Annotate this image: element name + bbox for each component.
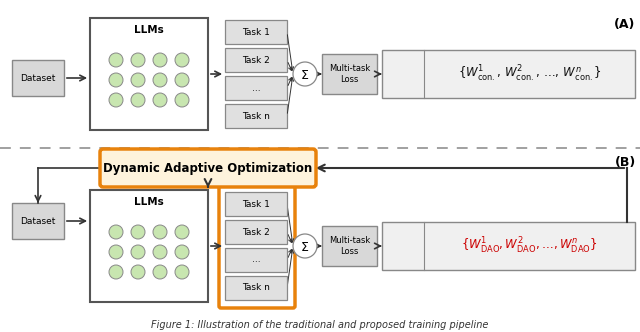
Circle shape <box>175 53 189 67</box>
Text: LLMs: LLMs <box>134 25 164 35</box>
Bar <box>225 48 287 72</box>
Bar <box>382 50 635 98</box>
Circle shape <box>131 245 145 259</box>
Text: $\{W^1_{\mathrm{con.}},\,W^2_{\mathrm{con.}},\,\ldots,\,W^n_{\mathrm{con.}}\}$: $\{W^1_{\mathrm{con.}},\,W^2_{\mathrm{co… <box>458 64 602 84</box>
FancyBboxPatch shape <box>100 149 316 187</box>
Text: $\Sigma$: $\Sigma$ <box>300 240 310 254</box>
Circle shape <box>153 93 167 107</box>
Circle shape <box>153 225 167 239</box>
Bar <box>225 220 287 244</box>
Bar <box>90 190 208 302</box>
Text: Multi-task
Loss: Multi-task Loss <box>329 64 370 84</box>
Bar <box>90 18 208 130</box>
Bar <box>225 76 287 100</box>
Bar <box>382 222 635 270</box>
Circle shape <box>153 245 167 259</box>
Circle shape <box>131 53 145 67</box>
Text: Dynamic Adaptive Optimization: Dynamic Adaptive Optimization <box>104 161 312 175</box>
Text: Task 1: Task 1 <box>242 28 270 37</box>
Bar <box>12 203 64 239</box>
Text: Multi-task
Loss: Multi-task Loss <box>329 236 370 256</box>
Bar <box>225 192 287 216</box>
Bar <box>322 54 377 94</box>
Text: Dataset: Dataset <box>20 216 56 225</box>
Circle shape <box>131 73 145 87</box>
Text: (A): (A) <box>614 18 636 31</box>
Circle shape <box>175 265 189 279</box>
Circle shape <box>131 93 145 107</box>
Circle shape <box>153 73 167 87</box>
Circle shape <box>175 93 189 107</box>
Bar <box>225 276 287 300</box>
Circle shape <box>175 73 189 87</box>
Circle shape <box>175 225 189 239</box>
FancyBboxPatch shape <box>219 186 295 308</box>
Circle shape <box>109 93 123 107</box>
Bar <box>12 60 64 96</box>
Bar <box>225 104 287 128</box>
Text: Figure 1: Illustration of the traditional and proposed training pipeline: Figure 1: Illustration of the traditiona… <box>151 320 489 330</box>
Circle shape <box>109 73 123 87</box>
Circle shape <box>293 234 317 258</box>
Circle shape <box>293 62 317 86</box>
Bar <box>225 248 287 272</box>
Circle shape <box>109 265 123 279</box>
Circle shape <box>153 53 167 67</box>
Circle shape <box>131 265 145 279</box>
Circle shape <box>109 245 123 259</box>
Text: $\{W^1_{\mathrm{DAO}},W^2_{\mathrm{DAO}},\ldots,W^n_{\mathrm{DAO}}\}$: $\{W^1_{\mathrm{DAO}},W^2_{\mathrm{DAO}}… <box>461 236 598 256</box>
Text: Task n: Task n <box>242 284 270 292</box>
Circle shape <box>131 225 145 239</box>
Text: Task 2: Task 2 <box>242 227 270 236</box>
Text: $\Sigma$: $\Sigma$ <box>300 68 310 81</box>
Text: (B): (B) <box>614 156 636 169</box>
Text: ...: ... <box>252 84 260 93</box>
Circle shape <box>109 225 123 239</box>
Bar <box>322 226 377 266</box>
Text: Task 1: Task 1 <box>242 200 270 208</box>
Text: ...: ... <box>252 256 260 265</box>
Circle shape <box>175 245 189 259</box>
Circle shape <box>109 53 123 67</box>
Text: Task n: Task n <box>242 112 270 121</box>
Bar <box>225 20 287 44</box>
Text: Task 2: Task 2 <box>242 55 270 64</box>
Circle shape <box>153 265 167 279</box>
Text: LLMs: LLMs <box>134 197 164 207</box>
Text: Dataset: Dataset <box>20 73 56 82</box>
